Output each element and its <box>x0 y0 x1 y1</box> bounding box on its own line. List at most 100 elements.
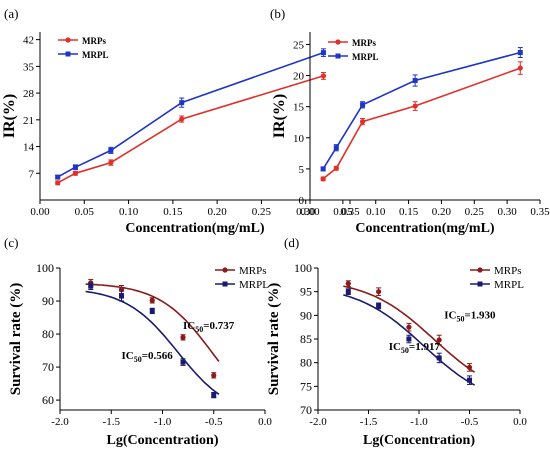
data-point-mrpl <box>119 293 124 299</box>
data-point-mrpl <box>88 283 94 289</box>
ic50-subscript: 50 <box>401 346 409 355</box>
x-tick-label: 0.15 <box>163 206 183 218</box>
data-point-mrpl <box>180 359 186 365</box>
y-tick-label: 25 <box>293 39 305 51</box>
chart-panel-a: 0.00 0.05 0.10 0.15 0.20 0.25 0.30 0.35 7 14 21 28 3… <box>1 6 360 236</box>
data-point-mrps <box>55 180 61 186</box>
chart-panel-b: 0.00 0.05 0.10 0.15 0.20 0.25 0.30 0.35 0 5 10 15 20… <box>270 6 550 236</box>
y-axis-title: Survival rate (%) <box>8 283 24 395</box>
fit-curve-mrpl <box>85 290 220 395</box>
y-axis-title: IR(%) <box>271 94 288 138</box>
data-point-mrpl <box>211 392 217 398</box>
y-tick-label: 100 <box>294 261 312 275</box>
x-tick-label: 0.10 <box>366 206 386 218</box>
data-point-mrpl <box>108 147 114 153</box>
data-point-mrps <box>320 176 326 182</box>
legend-marker <box>65 37 71 43</box>
fit-curve-mrps <box>85 283 220 362</box>
y-tick-label: 7 <box>29 168 35 180</box>
x-axis-title: Lg(Concentration) <box>363 433 475 448</box>
data-point-mrpl <box>406 336 412 342</box>
fit-curve-mrpl <box>343 294 475 386</box>
y-tick-label: 85 <box>300 332 312 346</box>
x-tick-label: 0.20 <box>432 206 452 218</box>
data-point-mrps <box>211 372 217 378</box>
x-tick-label: -0.5 <box>461 416 479 428</box>
series-line-mrpl <box>322 51 521 170</box>
y-tick-label: 14 <box>23 142 35 154</box>
x-tick-label: -1.5 <box>360 416 378 428</box>
data-point-mrps <box>466 364 473 370</box>
y-tick-label: 90 <box>300 308 312 322</box>
data-point-mrps <box>517 65 523 71</box>
ic50-prefix: IC <box>444 310 456 322</box>
data-point-mrpl <box>149 308 155 314</box>
legend-label: MRPs <box>82 36 106 46</box>
legend: MRPs MRPL <box>58 36 109 60</box>
y-tick-label: 100 <box>36 261 54 275</box>
y-tick-label: 35 <box>23 61 35 73</box>
y-tick-label: 95 <box>300 285 312 299</box>
x-tick-label: 0.05 <box>333 206 353 218</box>
x-tick-label: -2.0 <box>309 416 327 428</box>
legend-marker <box>335 53 341 59</box>
ic50-value: =0.737 <box>203 320 235 332</box>
y-tick-label: 80 <box>42 327 54 341</box>
series-line-mrps <box>322 67 521 180</box>
data-point-mrps <box>149 297 155 303</box>
data-point-mrps <box>179 116 185 122</box>
data-point-mrpl <box>345 289 351 295</box>
y-tick-label: 70 <box>300 403 312 417</box>
x-tick-label: 0.10 <box>119 206 139 218</box>
data-point-mrpl <box>376 303 382 309</box>
chart-panel-d: -2.0 -1.5 -1.0 -0.5 0.0 70 75 80 85 90 95 100 (d) Lg(… <box>266 235 527 448</box>
x-tick-label: 0.30 <box>498 206 518 218</box>
legend-label: MRPs <box>494 265 522 277</box>
y-tick-label: 15 <box>293 102 305 114</box>
y-tick-label: 21 <box>23 115 34 127</box>
x-tick-label: -2.0 <box>51 416 69 428</box>
ic50-subscript: 50 <box>134 355 142 364</box>
x-tick-label: 0.25 <box>465 206 485 218</box>
data-point-mrpl <box>179 100 185 106</box>
y-tick-label: 10 <box>293 133 305 145</box>
ic50-prefix: IC <box>389 341 401 353</box>
legend-marker <box>335 39 341 45</box>
x-axis-title: Concentration(mg/mL) <box>125 221 265 236</box>
ic50-annotation: IC50=1.930 <box>444 310 496 324</box>
x-tick-label: 0.35 <box>340 206 360 218</box>
data-point-mrps <box>333 165 339 171</box>
panel-label: (b) <box>270 6 285 21</box>
ic50-annotation: IC50=0.737 <box>183 320 235 334</box>
data-point-mrpl <box>320 50 326 56</box>
x-axis-title: Concentration(mg/mL) <box>355 221 495 236</box>
data-point-mrps <box>72 170 79 176</box>
ic50-prefix: IC <box>183 320 195 332</box>
data-point-mrpl <box>412 78 418 84</box>
y-tick-label: 75 <box>300 379 312 393</box>
x-tick-label: 0.30 <box>296 206 316 218</box>
data-point-mrpl <box>517 50 523 56</box>
data-point-mrpl <box>55 174 61 180</box>
y-tick-label: 42 <box>23 35 34 47</box>
ic50-value: =1.930 <box>464 310 496 322</box>
legend: MRPs MRPL <box>470 265 524 291</box>
x-tick-label: 0.0 <box>513 416 527 428</box>
legend-label: MRPL <box>352 52 379 62</box>
data-point-mrpl <box>320 166 326 172</box>
y-tick-label: 90 <box>42 294 54 308</box>
legend-label: MRPs <box>239 265 267 277</box>
y-tick-label: 60 <box>42 393 54 407</box>
x-tick-label: 0.20 <box>208 206 228 218</box>
data-point-mrps <box>359 119 366 125</box>
legend-marker <box>222 281 228 287</box>
y-tick-label: 80 <box>300 356 312 370</box>
legend-marker <box>477 267 483 273</box>
data-point-mrpl <box>72 164 78 170</box>
y-tick-label: 70 <box>42 360 54 374</box>
x-tick-label: 0.0 <box>258 416 272 428</box>
data-point-mrpl <box>467 377 472 383</box>
ic50-subscript: 50 <box>195 325 203 334</box>
ic50-prefix: IC <box>122 350 134 362</box>
x-tick-label: 0.05 <box>75 206 95 218</box>
